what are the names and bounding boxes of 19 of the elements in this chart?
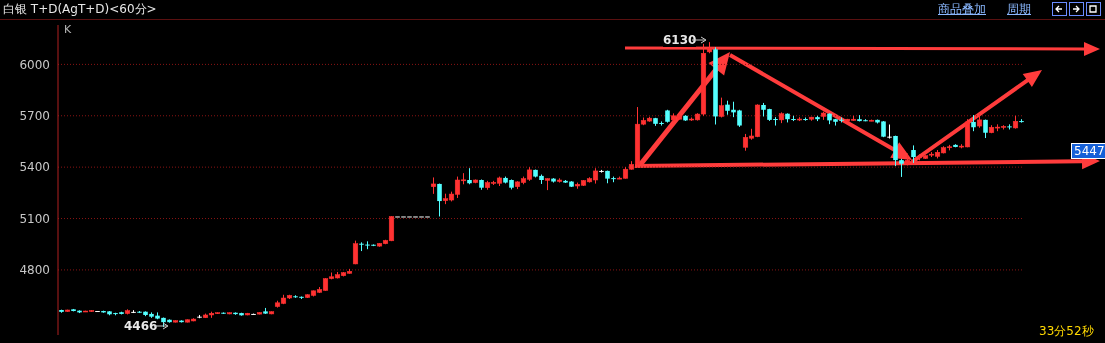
annotation: K bbox=[64, 23, 72, 37]
y-tick-label: 5700 bbox=[19, 109, 50, 124]
text: 周期 bbox=[1007, 2, 1031, 16]
text: 商品叠加 bbox=[938, 2, 986, 16]
candlestick bbox=[887, 124, 892, 140]
y-tick-label: 5100 bbox=[19, 211, 50, 226]
text: 33分52秒 bbox=[1039, 324, 1094, 338]
chart-title: 白银 T+D(AgT+D)<60分> bbox=[3, 2, 157, 16]
candlestick bbox=[1019, 118, 1024, 124]
candlestick bbox=[437, 183, 442, 217]
annotation: 6130 bbox=[663, 33, 697, 47]
annotation: 4466 bbox=[124, 319, 158, 333]
y-tick-label: 4800 bbox=[19, 263, 50, 278]
candlestick bbox=[803, 116, 808, 122]
candlestick bbox=[899, 158, 904, 178]
y-tick-label: 5400 bbox=[19, 160, 50, 175]
candlestick bbox=[352, 240, 359, 265]
y-tick-label: 6000 bbox=[19, 57, 50, 72]
text: 5447 bbox=[1071, 143, 1105, 159]
